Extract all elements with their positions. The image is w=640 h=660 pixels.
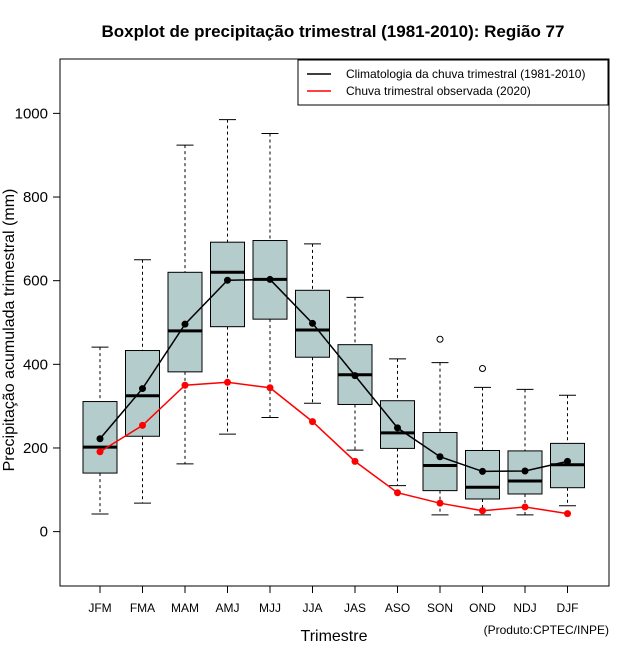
x-tick-label-jja: JJA — [302, 601, 322, 615]
x-tick-label-son: SON — [427, 601, 453, 615]
outlier-son — [436, 335, 444, 343]
series-point-observed-ond — [479, 507, 486, 515]
x-tick-label-mjj: MJJ — [259, 601, 281, 615]
y-tick-label: 800 — [23, 189, 48, 206]
x-axis-label: Trimestre — [301, 628, 368, 645]
chart-title: Boxplot de precipitação trimestral (1981… — [102, 22, 565, 41]
series-point-climatology-ndj — [521, 467, 529, 475]
series-point-climatology-jja — [309, 319, 316, 327]
series-point-climatology-jfm — [96, 435, 104, 443]
y-tick-label: 400 — [23, 356, 48, 373]
x-tick-label-fma: FMA — [130, 601, 155, 615]
credit-label: (Produto:CPTEC/INPE) — [484, 623, 609, 637]
y-tick-label: 200 — [23, 440, 48, 457]
series-point-observed-djf — [564, 510, 571, 518]
series-line-observed — [99, 381, 568, 515]
series-point-climatology-aso — [394, 424, 401, 432]
series-point-climatology-son — [436, 453, 444, 461]
x-tick-label-mam: MAM — [171, 601, 199, 615]
series-point-observed-jja — [309, 418, 316, 426]
series-point-climatology-mam — [181, 320, 189, 328]
y-tick-label: 0 — [40, 524, 48, 541]
series-point-observed-ndj — [521, 503, 529, 511]
x-tick-label-ond: OND — [469, 601, 496, 615]
y-axis-label: Precipitação acumulada trimestral (mm) — [1, 189, 18, 472]
y-tick-label: 1000 — [15, 105, 48, 122]
series-line-climatology — [99, 278, 568, 473]
legend-label-climatology: Climatologia da chuva trimestral (1981-2… — [346, 67, 585, 81]
series-point-climatology-mjj — [266, 275, 274, 283]
x-tick-label-djf: DJF — [557, 601, 579, 615]
series-point-climatology-jas — [351, 372, 359, 380]
series-point-observed-aso — [394, 489, 401, 497]
x-tick-label-ndj: NDJ — [513, 601, 536, 615]
x-tick-label-aso: ASO — [385, 601, 410, 615]
series-point-climatology-ond — [479, 467, 486, 475]
series-point-observed-mam — [181, 381, 189, 389]
legend-label-observed: Chuva trimestral observada (2020) — [346, 84, 531, 98]
plot-frame — [59, 58, 610, 587]
series-point-observed-jas — [351, 457, 359, 465]
x-tick-label-jfm: JFM — [88, 601, 111, 615]
box-amj — [210, 241, 245, 328]
box-son — [422, 432, 458, 492]
series-point-climatology-amj — [224, 276, 231, 284]
series-point-observed-mjj — [266, 384, 274, 392]
box-mam — [167, 271, 203, 373]
series-point-climatology-djf — [564, 457, 571, 465]
legend-box — [297, 59, 609, 106]
plot-area: 0 200 400 600 800 1000 JFM FMA MAM AMJ MJJ JJA JAS AS… — [15, 58, 610, 615]
series-point-observed-fma — [139, 421, 146, 429]
outlier-ond — [479, 365, 486, 373]
x-tick-label-amj: AMJ — [216, 601, 240, 615]
series-point-observed-son — [436, 499, 444, 507]
x-tick-label-jas: JAS — [344, 601, 366, 615]
series-point-observed-amj — [224, 378, 231, 386]
y-tick-label: 600 — [23, 273, 48, 290]
series-point-climatology-fma — [139, 385, 146, 393]
series-point-observed-jfm — [96, 448, 104, 456]
